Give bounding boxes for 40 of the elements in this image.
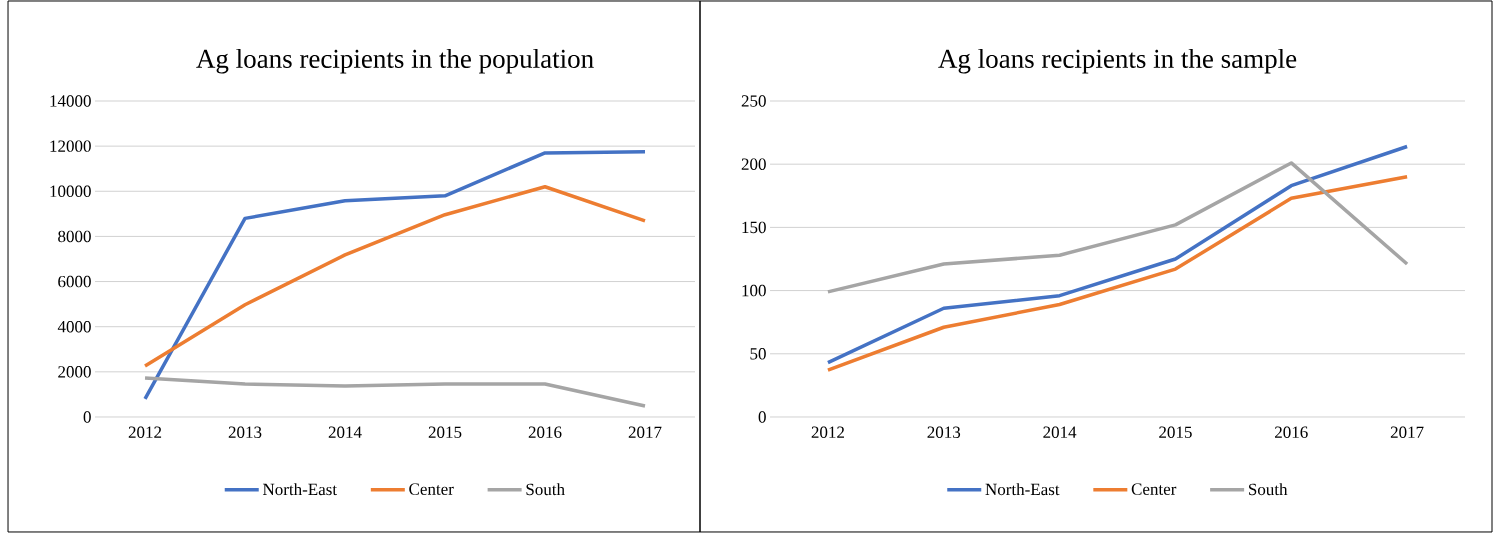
- y-tick-label: 6000: [58, 275, 91, 288]
- y-tick-label: 12000: [50, 140, 91, 152]
- x-tick-label: 2015: [428, 426, 462, 438]
- y-tick-label: 2000: [58, 366, 91, 378]
- x-tick-label: 2015: [1159, 426, 1192, 438]
- legend-label: South: [1249, 483, 1288, 496]
- x-tick-label: 2016: [1275, 426, 1308, 438]
- x-tick-label: 2013: [927, 426, 961, 438]
- y-tick-label: 200: [741, 158, 766, 170]
- legend-label: South: [526, 483, 565, 496]
- y-tick-label: 250: [741, 95, 766, 107]
- line-series: [826, 161, 1409, 294]
- chart-title: Ag loans recipients in the population: [196, 48, 594, 74]
- x-tick-label: 2013: [228, 426, 262, 438]
- y-tick-label: 100: [742, 284, 766, 297]
- y-tick-label: 50: [750, 348, 766, 360]
- y-tick-label: 8000: [58, 230, 91, 243]
- line-series: [143, 150, 647, 401]
- legend-label: North-East: [262, 483, 337, 496]
- y-tick-label: 14000: [50, 95, 91, 107]
- x-tick-label: 2014: [328, 426, 362, 438]
- y-tick-label: 0: [758, 411, 766, 423]
- line-series: [143, 185, 647, 368]
- y-tick-label: 0: [83, 411, 91, 423]
- line-series: [826, 175, 1409, 372]
- line-series: [826, 144, 1409, 365]
- x-tick-label: 2017: [628, 426, 662, 438]
- x-tick-label: 2012: [128, 426, 162, 438]
- x-tick-label: 2014: [1043, 426, 1077, 438]
- x-tick-label: 2016: [528, 426, 562, 438]
- line-series: [143, 376, 647, 408]
- y-tick-label: 150: [742, 221, 766, 234]
- legend-label: North-East: [985, 483, 1060, 496]
- x-tick-label: 2017: [1390, 426, 1424, 438]
- chart-title: Ag loans recipients in the sample: [938, 48, 1297, 74]
- y-tick-label: 10000: [50, 185, 91, 198]
- legend-label: Center: [1131, 483, 1177, 495]
- legend-label: Center: [409, 483, 454, 495]
- y-tick-label: 4000: [57, 320, 91, 333]
- x-tick-label: 2012: [811, 426, 844, 438]
